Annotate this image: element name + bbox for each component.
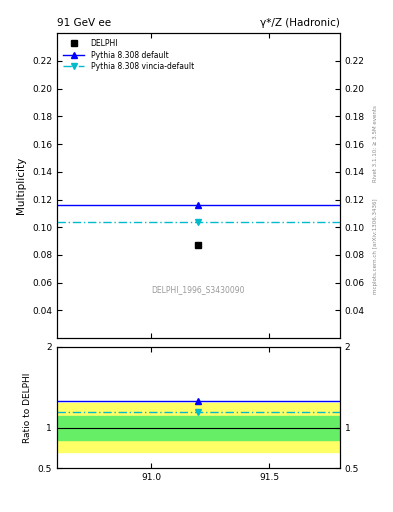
Text: γ*/Z (Hadronic): γ*/Z (Hadronic) bbox=[260, 18, 340, 28]
Y-axis label: Multiplicity: Multiplicity bbox=[17, 157, 26, 215]
Bar bbox=[57, 416, 340, 440]
Text: mcplots.cern.ch [arXiv:1306.3436]: mcplots.cern.ch [arXiv:1306.3436] bbox=[373, 198, 378, 293]
Text: Rivet 3.1.10; ≥ 3.5M events: Rivet 3.1.10; ≥ 3.5M events bbox=[373, 105, 378, 182]
Bar bbox=[57, 403, 340, 452]
Legend: DELPHI, Pythia 8.308 default, Pythia 8.308 vincia-default: DELPHI, Pythia 8.308 default, Pythia 8.3… bbox=[61, 37, 196, 73]
Text: DELPHI_1996_S3430090: DELPHI_1996_S3430090 bbox=[152, 285, 245, 294]
Y-axis label: Ratio to DELPHI: Ratio to DELPHI bbox=[23, 372, 32, 443]
Text: 91 GeV ee: 91 GeV ee bbox=[57, 18, 111, 28]
